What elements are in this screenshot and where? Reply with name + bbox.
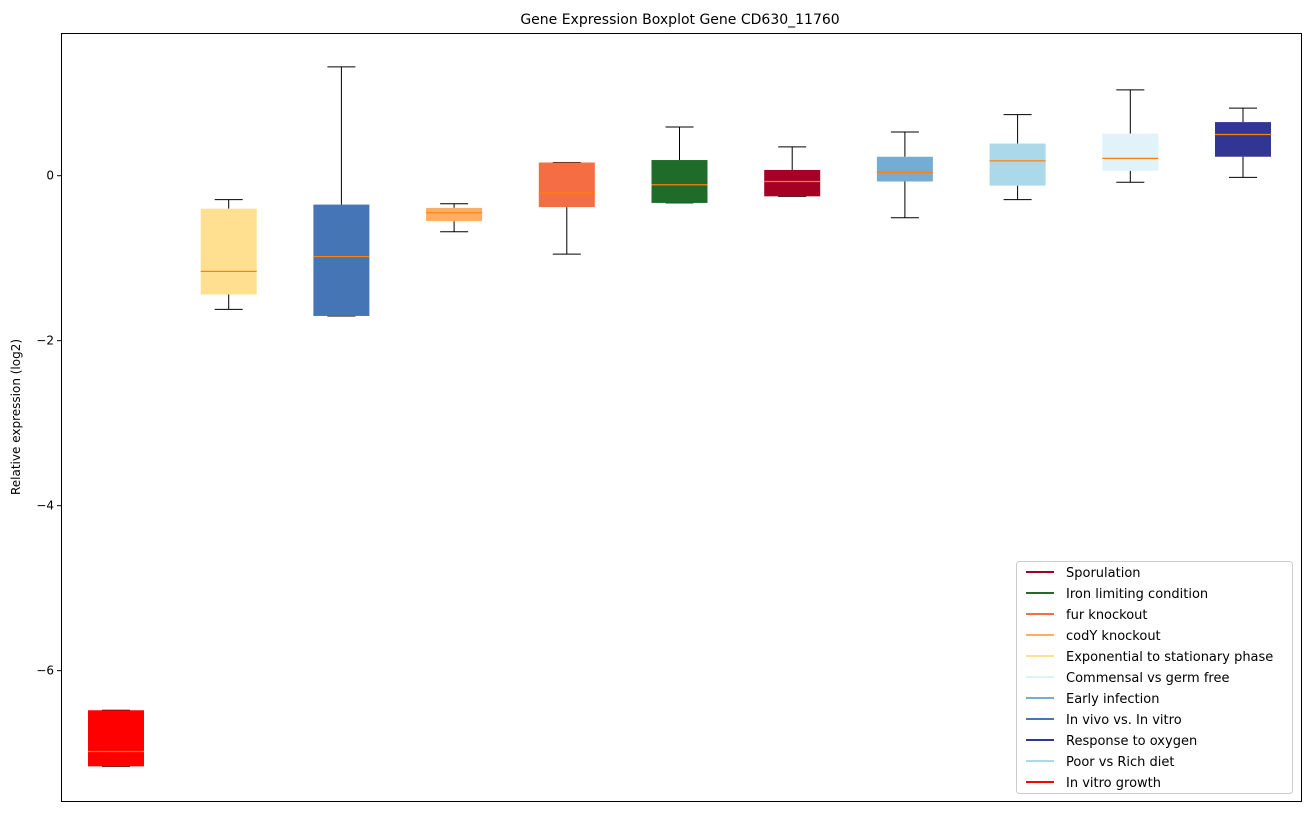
box-body — [538, 162, 595, 208]
legend-label: Response to oxygen — [1066, 734, 1197, 749]
box-body — [1102, 133, 1159, 171]
legend-label: fur knockout — [1066, 608, 1148, 623]
plot-frame — [61, 33, 1302, 802]
y-axis-label: Relative expression (log2) — [9, 339, 23, 495]
box-response-to-oxygen — [1215, 107, 1271, 178]
y-tick-label: 0 — [46, 169, 54, 183]
boxes — [88, 66, 1271, 767]
legend: Sporulation Iron limiting condition fur kn… — [1016, 561, 1293, 794]
legend-label: Commensal vs germ free — [1066, 671, 1229, 686]
box-iron-limiting-condition — [651, 126, 708, 204]
box-poor-vs-rich-diet — [989, 114, 1046, 201]
box-in-vitro-growth — [88, 709, 144, 767]
box-body — [426, 207, 483, 222]
box-body — [876, 156, 933, 182]
legend-label: In vivo vs. In vitro — [1066, 713, 1182, 728]
legend-label: codY knockout — [1066, 629, 1161, 644]
box-exponential-to-stationary-phase — [200, 199, 257, 310]
legend-label: Early infection — [1066, 692, 1159, 707]
box-commensal-vs-germ-free — [1102, 89, 1159, 183]
legend-frame — [1016, 561, 1293, 794]
box-body — [989, 143, 1046, 186]
legend-label: Exponential to stationary phase — [1066, 650, 1273, 665]
y-tick-label: −4 — [36, 499, 54, 513]
y-tick-label: −2 — [36, 334, 54, 348]
box-body — [313, 204, 370, 316]
box-body — [88, 710, 144, 767]
legend-label: Sporulation — [1066, 566, 1141, 581]
y-axis: 0 −2 −4 −6 — [36, 169, 61, 678]
box-early-infection — [876, 131, 933, 219]
legend-label: Iron limiting condition — [1066, 587, 1208, 602]
box-cody-knockout — [426, 203, 483, 233]
box-body — [764, 169, 821, 197]
box-body — [1215, 122, 1271, 157]
box-body — [651, 160, 708, 203]
y-tick-label: −6 — [36, 664, 54, 678]
box-body — [200, 208, 257, 295]
legend-label: In vitro growth — [1066, 776, 1161, 791]
legend-label: Poor vs Rich diet — [1066, 755, 1174, 770]
box-fur-knockout — [538, 162, 595, 255]
box-in-vivo-vs-in-vitro — [313, 66, 370, 317]
chart-title: Gene Expression Boxplot Gene CD630_11760 — [520, 12, 839, 28]
box-sporulation — [764, 146, 821, 197]
